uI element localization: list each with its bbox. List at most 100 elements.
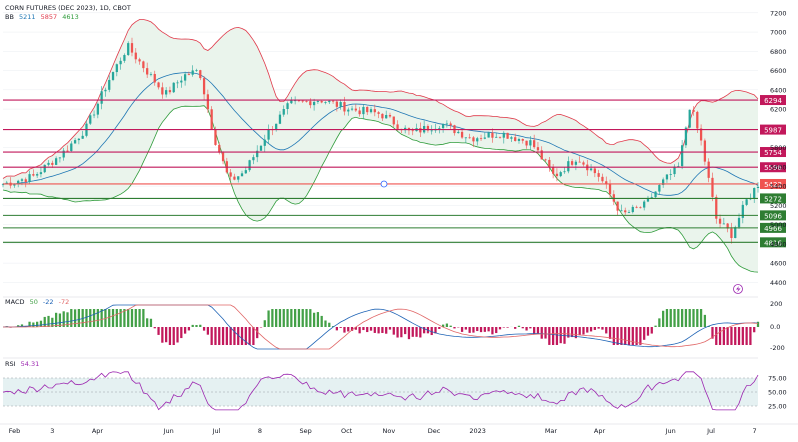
candle-body bbox=[726, 223, 729, 229]
macd-hist-bar bbox=[533, 327, 536, 335]
candle-body bbox=[240, 173, 244, 177]
macd-hist-bar bbox=[92, 309, 96, 327]
candle-body bbox=[237, 176, 240, 180]
price-tick-label: 5200 bbox=[770, 202, 787, 210]
macd-hist-bar bbox=[472, 327, 475, 333]
candle-body bbox=[684, 127, 688, 146]
candle-body bbox=[529, 140, 532, 146]
candle-body bbox=[479, 138, 483, 140]
bb-lower-line bbox=[2, 105, 759, 273]
rsi-label: RSI bbox=[5, 360, 16, 368]
macd-tick-label: -200 bbox=[770, 344, 785, 352]
macd-hist-bar bbox=[544, 327, 547, 339]
candle-body bbox=[301, 100, 304, 102]
bb-fill bbox=[3, 19, 758, 273]
candle-body bbox=[358, 110, 361, 115]
candle-body bbox=[445, 123, 449, 125]
macd-hist-bar bbox=[32, 322, 35, 327]
macd-hist-bar bbox=[187, 327, 191, 331]
macd-hist-bar bbox=[347, 327, 350, 332]
level-tag-5596 bbox=[760, 162, 786, 173]
candle-body bbox=[517, 138, 521, 141]
macd-hist-bar bbox=[51, 317, 54, 327]
macd-hist-bar bbox=[100, 309, 103, 327]
macd-hist-bar bbox=[73, 309, 77, 327]
macd-hist-bar bbox=[749, 327, 752, 345]
candle-body bbox=[715, 196, 718, 219]
macd-hist-bar bbox=[673, 309, 676, 327]
candle-body bbox=[172, 82, 175, 93]
candle-body bbox=[339, 102, 342, 107]
candle-body bbox=[544, 159, 547, 161]
candle-body bbox=[620, 210, 623, 212]
candle-body bbox=[100, 91, 103, 104]
macd-hist-bar bbox=[624, 327, 627, 345]
time-tick-label: Jun bbox=[163, 427, 174, 435]
horizontal-levels[interactable]: 6294 5987 5754 5596 5422 5272 5096 4966 4816 bbox=[3, 95, 786, 248]
time-axis: Feb 3 Apr Jun Jul 8 Sep Oct Nov Dec 2023 Mar Apr Jun J… bbox=[0, 423, 798, 435]
macd-hist-bar bbox=[111, 309, 115, 327]
time-tick-label: Oct bbox=[341, 427, 353, 435]
candle-body bbox=[578, 161, 581, 163]
macd-hist-bar bbox=[605, 327, 608, 334]
macd-hist-bar bbox=[183, 327, 187, 334]
candle-body bbox=[286, 103, 289, 110]
candle-body bbox=[476, 138, 479, 142]
macd-hist-bar bbox=[263, 320, 266, 327]
macd-hist-bar bbox=[108, 309, 111, 327]
macd-hist-bar bbox=[400, 327, 403, 338]
macd-hist-bar bbox=[449, 325, 452, 327]
candle-body bbox=[495, 136, 498, 138]
time-tick-label: 8 bbox=[258, 427, 262, 435]
candle-body bbox=[707, 161, 710, 178]
macd-hist-bar bbox=[172, 327, 175, 345]
candle-body bbox=[176, 82, 179, 84]
macd-hist-bar bbox=[115, 309, 118, 327]
macd-hist-bar bbox=[301, 309, 304, 327]
macd-hist-bar bbox=[551, 327, 555, 345]
level-tag-5754 bbox=[760, 147, 786, 158]
candle-body bbox=[449, 123, 452, 126]
macd-hist-bar bbox=[381, 327, 384, 333]
line-handle-icon[interactable] bbox=[380, 180, 388, 188]
candle-body bbox=[487, 132, 490, 138]
macd-hist-bar bbox=[627, 327, 631, 345]
macd-hist-bar bbox=[66, 312, 69, 327]
candle-body bbox=[343, 102, 346, 112]
candle-body bbox=[180, 80, 183, 83]
candle-body bbox=[320, 101, 323, 103]
macd-hist-bar bbox=[149, 318, 153, 327]
candle-body bbox=[54, 158, 58, 165]
candle-body bbox=[165, 90, 168, 95]
macd-hist-bar bbox=[684, 309, 688, 327]
level-label: 5422 bbox=[764, 181, 782, 189]
macd-hist-bar bbox=[514, 327, 517, 329]
macd-hist-bar bbox=[438, 327, 441, 329]
macd-hist-bar bbox=[96, 309, 99, 327]
candle-body bbox=[589, 168, 593, 171]
candle-body bbox=[696, 111, 699, 129]
candle-body bbox=[335, 101, 339, 107]
time-tick-label: Jul bbox=[212, 427, 221, 435]
macd-hist-bar bbox=[646, 327, 650, 336]
macd-hist-bar bbox=[377, 327, 380, 334]
macd-hist-bar bbox=[267, 310, 270, 327]
macd-hist-bar bbox=[411, 327, 414, 337]
macd-hist-bar bbox=[464, 327, 467, 330]
macd-hist-bar bbox=[85, 309, 88, 327]
macd-hist-bar bbox=[688, 309, 691, 327]
candle-body bbox=[92, 114, 96, 116]
macd-hist-bar bbox=[331, 326, 335, 327]
price-tick-label: 6400 bbox=[770, 86, 787, 94]
candle-body bbox=[157, 82, 160, 88]
candle-body bbox=[229, 172, 232, 177]
candle-body bbox=[309, 101, 312, 106]
candle-body bbox=[756, 186, 760, 188]
macd-hist-bar bbox=[339, 327, 342, 328]
candle-body bbox=[312, 101, 316, 106]
candle-body bbox=[654, 191, 657, 198]
candle-body bbox=[430, 130, 433, 132]
candle-body bbox=[366, 106, 369, 113]
candle-body bbox=[347, 109, 350, 112]
macd-hist-bar bbox=[282, 309, 285, 327]
